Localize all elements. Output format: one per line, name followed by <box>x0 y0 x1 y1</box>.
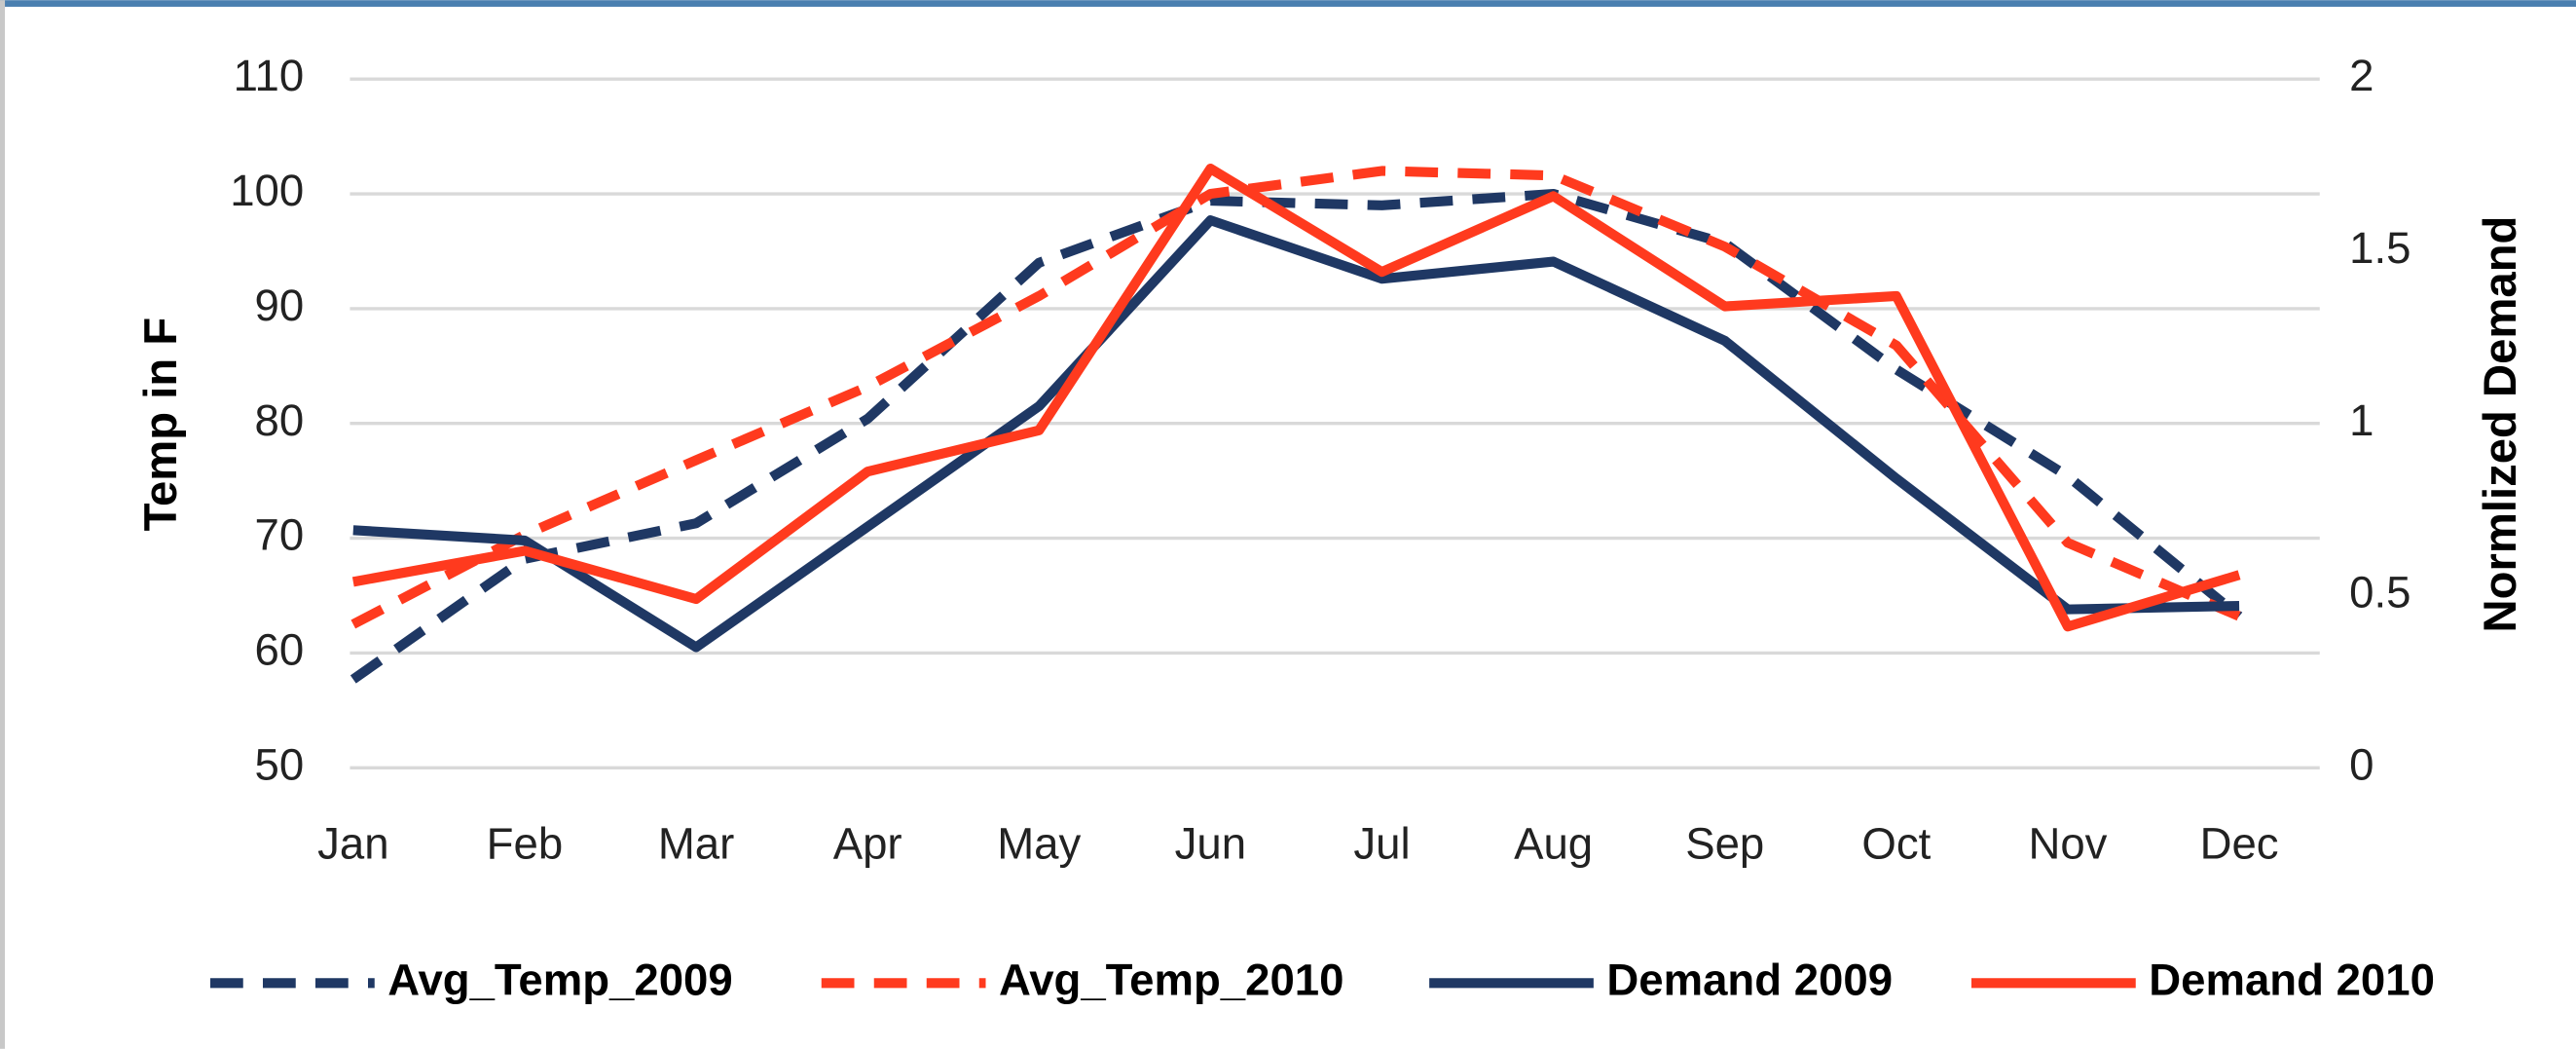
y-tick-label: 80 <box>255 395 305 445</box>
y2-tick-label: 1 <box>2349 395 2374 445</box>
x-tick-label: Sep <box>1685 818 1764 868</box>
y-tick-label: 70 <box>255 510 305 560</box>
y2-tick-label: 0 <box>2349 739 2374 789</box>
y-tick-label: 60 <box>255 624 305 674</box>
y-tick-label: 110 <box>234 51 305 100</box>
y2-tick-label: 0.5 <box>2349 568 2410 618</box>
x-tick-label: Dec <box>2200 818 2279 868</box>
left-border <box>0 0 6 1049</box>
y-tick-label: 100 <box>230 166 304 215</box>
y2-tick-label: 1.5 <box>2349 223 2410 273</box>
legend-label: Demand 2010 <box>2149 955 2435 1004</box>
legend-label: Avg_Temp_2009 <box>387 955 732 1004</box>
y-tick-label: 50 <box>255 739 305 789</box>
series-line <box>352 215 2240 653</box>
x-tick-label: Jan <box>317 818 388 868</box>
x-tick-label: Mar <box>658 818 734 868</box>
x-tick-label: Oct <box>1861 818 1931 868</box>
x-tick-label: Jun <box>1175 818 1246 868</box>
x-tick-label: Jul <box>1353 818 1410 868</box>
legend-label: Demand 2009 <box>1606 955 1893 1004</box>
x-tick-label: Apr <box>833 818 902 868</box>
x-tick-label: May <box>997 818 1081 868</box>
x-tick-label: Aug <box>1514 818 1593 868</box>
top-border <box>0 0 2576 7</box>
y2-axis-title: Normlized Demand <box>2475 216 2526 633</box>
x-tick-label: Nov <box>2028 818 2107 868</box>
y-axis-title: Temp in F <box>135 318 187 532</box>
y-tick-label: 90 <box>255 281 305 330</box>
y2-tick-label: 2 <box>2349 51 2374 100</box>
x-tick-label: Feb <box>487 818 563 868</box>
legend-label: Avg_Temp_2010 <box>999 955 1343 1004</box>
series-line <box>351 164 2241 632</box>
